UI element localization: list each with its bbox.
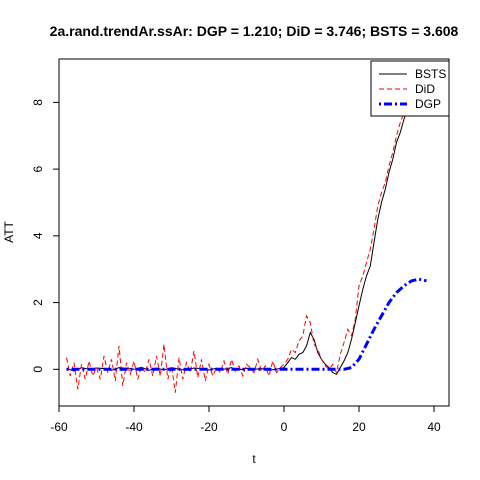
plot-frame	[58, 58, 450, 407]
x-axis: -60 -40 -20 0 20 40	[50, 406, 441, 434]
y-axis-label: ATT	[2, 220, 16, 242]
x-axis-label: t	[252, 452, 256, 466]
legend-label-dgp: DGP	[415, 97, 441, 111]
x-tick-label: 0	[281, 420, 288, 434]
series-line-did	[66, 85, 412, 393]
y-tick-label: 4	[31, 232, 45, 239]
y-tick-label: 0	[31, 366, 45, 373]
x-tick-label: -60	[50, 420, 68, 434]
y-tick-label: 2	[31, 299, 45, 306]
y-tick-label: 6	[31, 165, 45, 172]
y-axis: 0 2 4 6 8	[31, 99, 59, 373]
chart-title: 2a.rand.trendAr.ssAr: DGP = 1.210; DiD =…	[50, 23, 459, 39]
x-tick-label: -40	[125, 420, 143, 434]
x-tick-label: -20	[200, 420, 218, 434]
legend-label-bsts: BSTS	[415, 67, 446, 81]
legend-label-did: DiD	[415, 82, 435, 96]
series-layer	[66, 85, 427, 393]
x-tick-label: 40	[427, 420, 441, 434]
y-tick-label: 8	[31, 99, 45, 106]
series-line-dgp	[66, 277, 427, 371]
x-tick-label: 20	[352, 420, 366, 434]
series-line-bsts	[66, 95, 412, 375]
